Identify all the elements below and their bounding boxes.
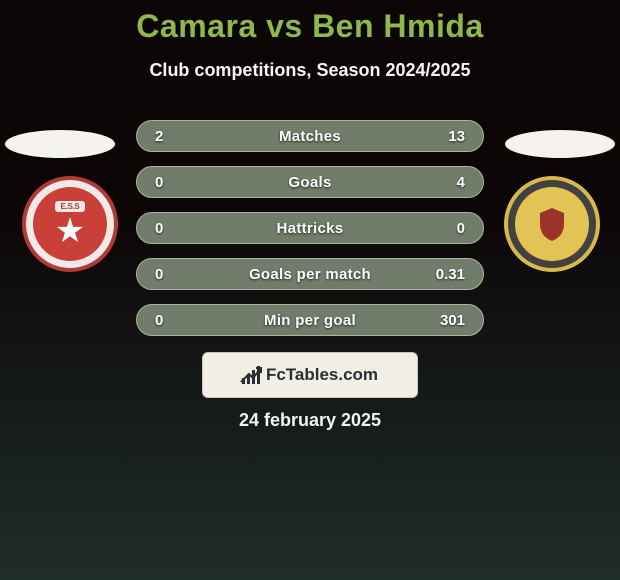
- page-title: Camara vs Ben Hmida: [0, 8, 620, 45]
- stat-label: Goals per match: [205, 266, 415, 283]
- stat-value-right: 4: [415, 174, 465, 191]
- stat-row: 2Matches13: [136, 120, 484, 152]
- brand-logo: FcTables.com: [202, 352, 418, 398]
- stat-row: 0Hattricks0: [136, 212, 484, 244]
- stat-row: 0Goals4: [136, 166, 484, 198]
- stat-label: Hattricks: [205, 220, 415, 237]
- stat-label: Goals: [205, 174, 415, 191]
- club-badge-left-label: E.S.S: [55, 201, 86, 212]
- club-badge-right-inner: [515, 187, 589, 261]
- club-badge-right: [504, 176, 600, 272]
- stats-container: 2Matches130Goals40Hattricks00Goals per m…: [136, 120, 484, 336]
- stat-value-right: 13: [415, 128, 465, 145]
- club-badge-left-inner: E.S.S ★: [33, 187, 107, 261]
- stat-value-left: 2: [155, 128, 205, 145]
- brand-logo-text: FcTables.com: [266, 365, 378, 385]
- stat-row: 0Min per goal301: [136, 304, 484, 336]
- stat-label: Min per goal: [205, 312, 415, 329]
- stat-value-right: 0.31: [415, 266, 465, 283]
- star-icon: ★: [55, 214, 85, 248]
- bar-chart-icon: [242, 366, 260, 384]
- stat-row: 0Goals per match0.31: [136, 258, 484, 290]
- shield-icon: [532, 204, 572, 244]
- stat-value-left: 0: [155, 266, 205, 283]
- stat-value-right: 301: [415, 312, 465, 329]
- stat-label: Matches: [205, 128, 415, 145]
- stat-value-left: 0: [155, 312, 205, 329]
- stat-value-left: 0: [155, 220, 205, 237]
- page-root: Camara vs Ben Hmida Club competitions, S…: [0, 0, 620, 580]
- stat-value-left: 0: [155, 174, 205, 191]
- arrow-up-icon: [239, 364, 263, 388]
- page-subtitle: Club competitions, Season 2024/2025: [0, 60, 620, 81]
- player-shadow-left: [5, 130, 115, 158]
- club-badge-left: E.S.S ★: [22, 176, 118, 272]
- player-shadow-right: [505, 130, 615, 158]
- stat-value-right: 0: [415, 220, 465, 237]
- comparison-date: 24 february 2025: [0, 410, 620, 431]
